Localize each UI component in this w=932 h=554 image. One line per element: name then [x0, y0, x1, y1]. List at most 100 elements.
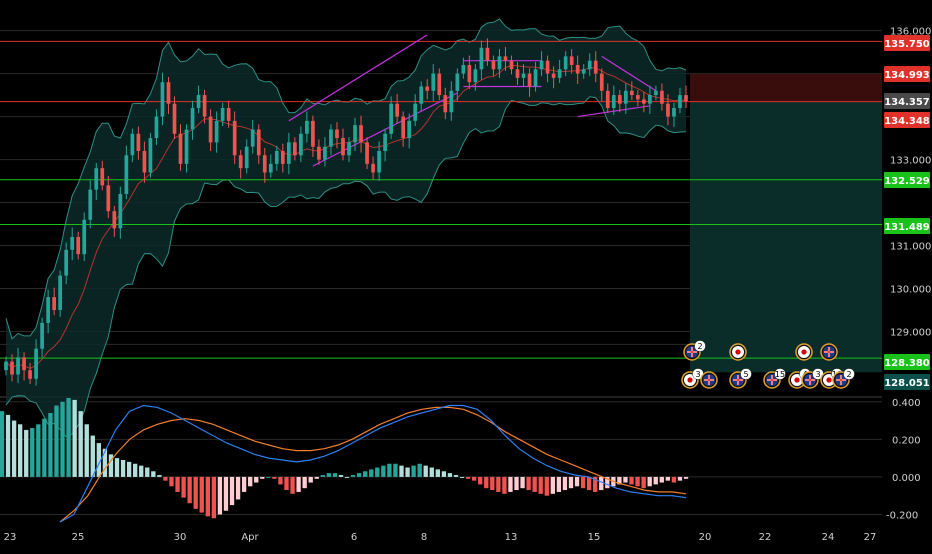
- uk-event-marker[interactable]: [820, 343, 838, 361]
- macd-histogram-bar: [411, 465, 416, 477]
- macd-histogram-bar: [393, 463, 398, 477]
- candle-body: [70, 236, 75, 250]
- macd-histogram-bar: [508, 476, 513, 492]
- macd-histogram-bar: [562, 476, 568, 491]
- price-label-value: 132.529: [884, 176, 930, 187]
- candle-body: [521, 73, 526, 78]
- price-axis[interactable]: 129.000 130.000 131.000 133.000 136.000135.7…: [882, 0, 932, 550]
- macd-histogram-bar: [308, 476, 313, 483]
- macd-histogram-bar: [278, 476, 283, 485]
- candle-body: [166, 82, 171, 104]
- candle-body: [76, 236, 81, 255]
- candle-body: [515, 69, 520, 78]
- macd-histogram-bar: [677, 476, 683, 481]
- macd-histogram-bar: [66, 398, 71, 477]
- macd-histogram-bar: [211, 476, 217, 519]
- uk-event-marker[interactable]: 2: [832, 368, 855, 389]
- time-tick-label: 13: [505, 532, 518, 543]
- candle-body: [232, 120, 237, 156]
- candle-body: [299, 133, 303, 156]
- candle-body: [329, 129, 333, 147]
- time-tick-label: 8: [421, 532, 427, 543]
- candle-body: [587, 60, 592, 70]
- macd-histogram-bar: [42, 418, 47, 477]
- japan-event-marker[interactable]: [729, 343, 747, 361]
- count-label: 2: [846, 370, 851, 379]
- candle-body: [208, 116, 213, 143]
- candle-body: [617, 95, 622, 104]
- macd-histogram-bar: [568, 476, 574, 489]
- macd-histogram-bar: [344, 476, 350, 478]
- candle-body: [666, 103, 670, 117]
- macd-histogram-bar: [580, 476, 586, 489]
- lower-band-line: [5, 96, 687, 438]
- macd-histogram-bar: [5, 414, 11, 477]
- price-label-value: 134.348: [884, 116, 930, 127]
- macd-histogram-bar: [102, 448, 108, 477]
- price-tick-label: 133.000: [890, 156, 931, 167]
- candle-body: [172, 103, 177, 134]
- take-profit-zone: [690, 101, 882, 373]
- candle-body: [365, 142, 369, 164]
- macd-histogram-bar: [635, 476, 640, 487]
- stop-loss-zone: [690, 73, 882, 102]
- candle-body: [503, 56, 508, 61]
- candle-body: [226, 107, 231, 121]
- candle-body: [268, 163, 273, 173]
- candle-body: [46, 297, 50, 323]
- price-label-value: 128.380: [884, 358, 930, 369]
- uk-event-marker[interactable]: 2: [683, 340, 706, 361]
- count-label: 2: [697, 342, 702, 351]
- macd-histogram-bar: [0, 411, 5, 477]
- uk-event-marker[interactable]: 15: [763, 368, 786, 389]
- macd-histogram-bar: [375, 467, 380, 477]
- macd-histogram-bar: [181, 476, 186, 498]
- time-tick-label: 22: [759, 532, 772, 543]
- time-tick-label: 30: [174, 532, 187, 543]
- uk-event-marker[interactable]: 3: [801, 368, 824, 389]
- candle-body: [148, 138, 153, 173]
- candle-body: [359, 125, 363, 143]
- macd-histogram-bar: [199, 476, 204, 513]
- macd-histogram-bar: [72, 399, 77, 477]
- macd-histogram-bar: [369, 469, 374, 477]
- macd-histogram-bar: [54, 405, 59, 477]
- candle-body: [353, 125, 357, 143]
- macd-histogram-bar: [665, 476, 671, 481]
- candle-body: [58, 275, 63, 311]
- macd-histogram-bar: [405, 467, 410, 477]
- candle-body: [413, 103, 418, 121]
- uk-event-marker[interactable]: [700, 371, 718, 389]
- macd-histogram-bar: [223, 476, 229, 511]
- candle-body: [190, 107, 195, 130]
- candle-body: [623, 90, 628, 104]
- japan-event-marker[interactable]: [795, 343, 813, 361]
- time-tick-label: 6: [351, 532, 357, 543]
- candle-body: [154, 116, 159, 139]
- candle-body: [130, 133, 135, 156]
- macd-histogram-bar: [30, 428, 35, 477]
- macd-histogram-bar: [435, 469, 440, 477]
- time-tick-label: 15: [588, 532, 601, 543]
- candle-body: [244, 146, 249, 169]
- japan-event-marker[interactable]: 3: [681, 368, 704, 389]
- price-tick-label: 131.000: [890, 242, 931, 253]
- macd-histogram-bar: [441, 471, 447, 477]
- macd-tick-label: 0.000: [892, 473, 921, 484]
- macd-histogram-bar: [423, 465, 428, 477]
- time-axis[interactable]: 23 25 30 Apr 6 8 13 15 20 22 24 27: [0, 526, 932, 550]
- uk-event-marker[interactable]: 5: [729, 368, 752, 389]
- macd-histogram-bar: [290, 476, 295, 494]
- candle-body: [305, 120, 309, 134]
- macd-histogram-bar: [11, 420, 17, 477]
- candle-body: [250, 129, 255, 147]
- event-markers[interactable]: 2351543102: [681, 340, 855, 389]
- macd-histogram-bar: [520, 476, 525, 489]
- count-label: 15: [775, 370, 785, 379]
- macd-histogram-bar: [453, 475, 459, 477]
- signal-line: [59, 406, 687, 523]
- macd-histogram-bar: [133, 463, 138, 477]
- macd-histogram-bar: [387, 463, 392, 477]
- triangle-upper: [601, 55, 657, 92]
